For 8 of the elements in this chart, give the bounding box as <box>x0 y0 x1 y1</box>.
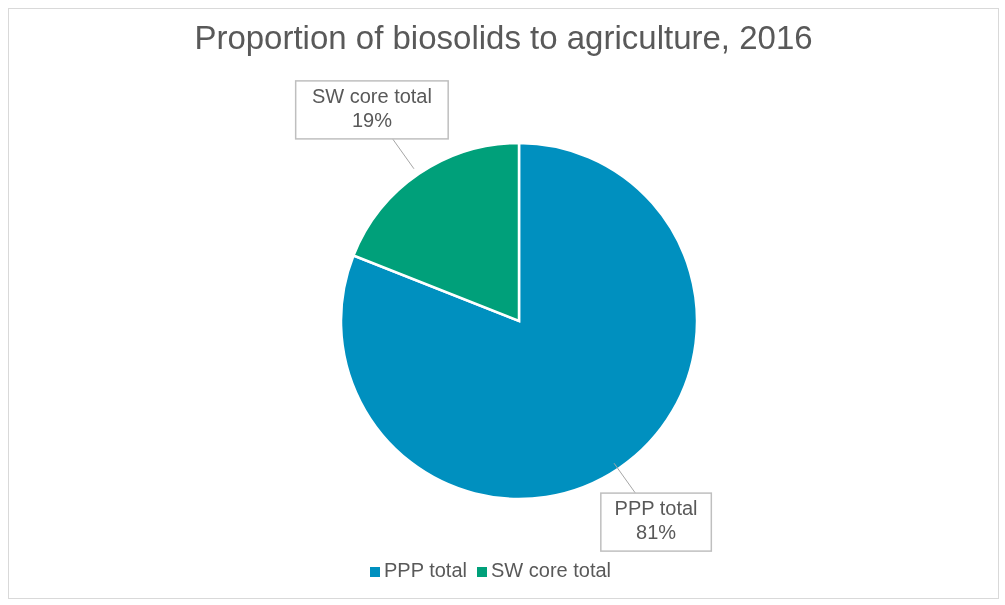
legend-label: SW core total <box>490 559 612 581</box>
chart-title: Proportion of biosolids to agriculture, 2016 <box>193 19 814 57</box>
slice-label: PPP total <box>614 497 698 520</box>
pie-slice <box>339 141 699 501</box>
data-label: 81% <box>636 521 677 544</box>
data-label: 19% <box>351 108 393 131</box>
legend-label: PPP total <box>383 559 467 581</box>
slice-label: SW core total <box>311 84 432 107</box>
